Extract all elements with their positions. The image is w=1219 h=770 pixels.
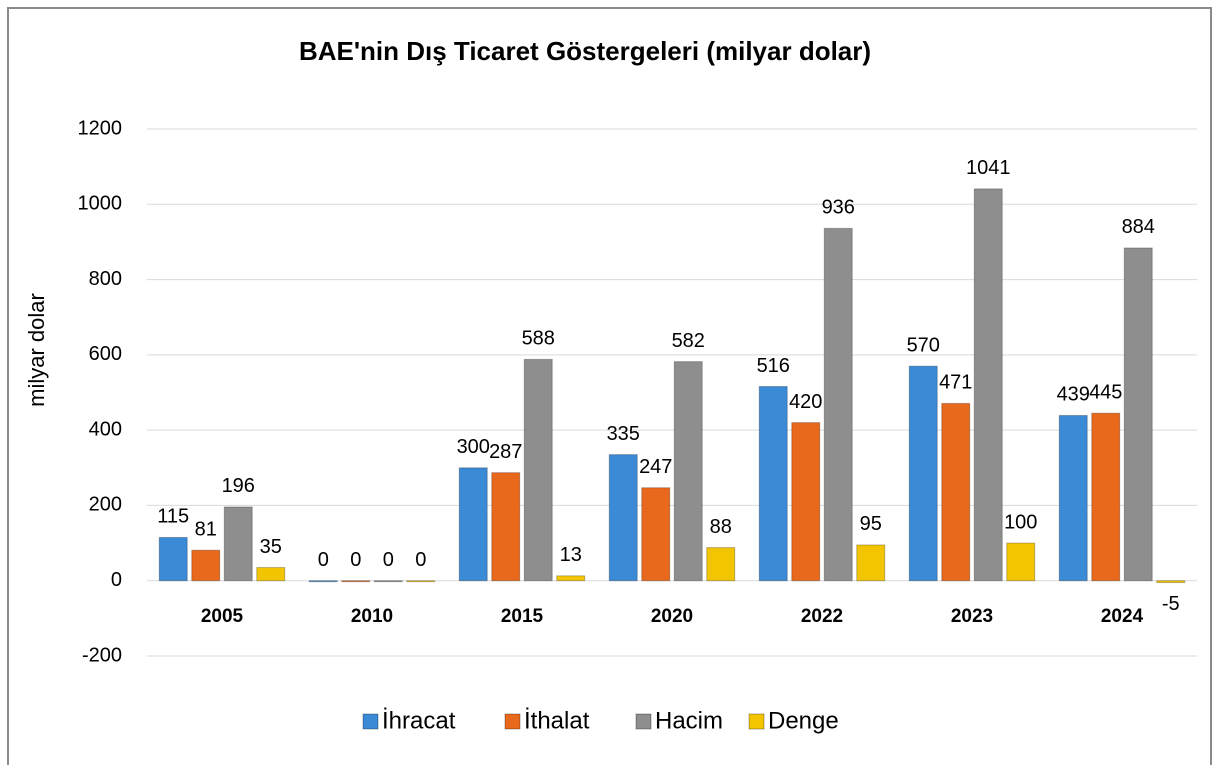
value-label: -5 xyxy=(1162,593,1180,615)
value-label: 88 xyxy=(710,516,732,538)
bar xyxy=(406,580,436,583)
bar xyxy=(1058,414,1088,582)
bar xyxy=(758,385,788,582)
bar xyxy=(1006,542,1036,582)
x-tick-label: 2015 xyxy=(501,606,544,627)
value-label: 0 xyxy=(415,549,426,571)
y-tick-label: 1200 xyxy=(78,117,123,139)
value-label: 115 xyxy=(157,506,189,528)
value-label: 1041 xyxy=(966,157,1011,179)
legend-label: İthalat xyxy=(524,707,590,734)
value-label: 570 xyxy=(907,334,940,356)
value-label: 95 xyxy=(860,513,882,535)
bar xyxy=(706,547,736,582)
legend-label: Denge xyxy=(768,707,839,734)
x-tick-label: 2023 xyxy=(951,606,993,627)
legend-swatch xyxy=(748,713,765,730)
bar xyxy=(673,361,703,582)
value-label: 0 xyxy=(318,549,329,571)
x-tick-label: 2005 xyxy=(201,606,244,627)
bar xyxy=(158,536,188,582)
bar xyxy=(791,422,821,582)
x-tick-label: 2020 xyxy=(651,606,693,627)
value-label: 287 xyxy=(489,441,522,463)
legend-swatch xyxy=(504,713,521,730)
value-label: 439 xyxy=(1057,384,1090,406)
bar xyxy=(491,472,521,582)
bar xyxy=(191,549,221,582)
value-label: 445 xyxy=(1089,381,1122,403)
value-label: 300 xyxy=(457,436,490,458)
bar xyxy=(341,580,371,583)
chart-frame xyxy=(7,7,1212,770)
value-label: 420 xyxy=(789,391,822,413)
value-label: 0 xyxy=(383,549,394,571)
value-label: 81 xyxy=(195,519,217,541)
value-label: 588 xyxy=(522,328,555,350)
x-tick-label: 2010 xyxy=(351,606,393,627)
legend-swatch xyxy=(362,713,379,730)
bar xyxy=(373,580,403,583)
y-tick-label: 800 xyxy=(89,268,122,290)
chart-title: BAE'nin Dış Ticaret Göstergeleri (milyar… xyxy=(299,36,871,66)
x-tick-label: 2022 xyxy=(801,606,843,627)
y-axis-label: milyar dolar xyxy=(24,293,49,407)
bar xyxy=(608,454,638,582)
bar xyxy=(556,575,586,582)
y-tick-label: -200 xyxy=(82,644,122,666)
y-tick-label: 0 xyxy=(111,569,122,591)
value-label: 884 xyxy=(1122,216,1155,238)
bar xyxy=(1091,412,1121,582)
value-label: 196 xyxy=(222,475,255,497)
value-label: 0 xyxy=(350,549,361,571)
bar xyxy=(908,365,938,582)
bar xyxy=(223,506,253,582)
bar xyxy=(1123,247,1153,582)
bar xyxy=(641,487,671,582)
x-tick-label: 2024 xyxy=(1101,606,1144,627)
bar xyxy=(856,544,886,582)
value-label: 35 xyxy=(260,536,282,558)
bar xyxy=(308,580,338,583)
legend-label: İhracat xyxy=(382,707,456,734)
value-label: 516 xyxy=(757,355,790,377)
value-label: 247 xyxy=(639,456,672,478)
bar xyxy=(823,227,853,582)
bar xyxy=(256,567,286,582)
y-tick-label: 200 xyxy=(89,494,122,516)
legend-swatch xyxy=(635,713,652,730)
value-label: 100 xyxy=(1004,511,1037,533)
bar xyxy=(1156,580,1186,584)
value-label: 335 xyxy=(607,423,640,445)
bar xyxy=(973,188,1003,582)
value-label: 471 xyxy=(939,372,972,394)
y-tick-label: 400 xyxy=(89,418,122,440)
legend-label: Hacim xyxy=(655,707,723,734)
y-tick-label: 1000 xyxy=(78,193,123,215)
bar xyxy=(458,467,488,582)
y-tick-label: 600 xyxy=(89,343,122,365)
value-label: 582 xyxy=(672,330,705,352)
value-label: 13 xyxy=(560,544,582,566)
bar xyxy=(523,358,553,582)
value-label: 936 xyxy=(822,197,855,219)
bar xyxy=(941,402,971,582)
